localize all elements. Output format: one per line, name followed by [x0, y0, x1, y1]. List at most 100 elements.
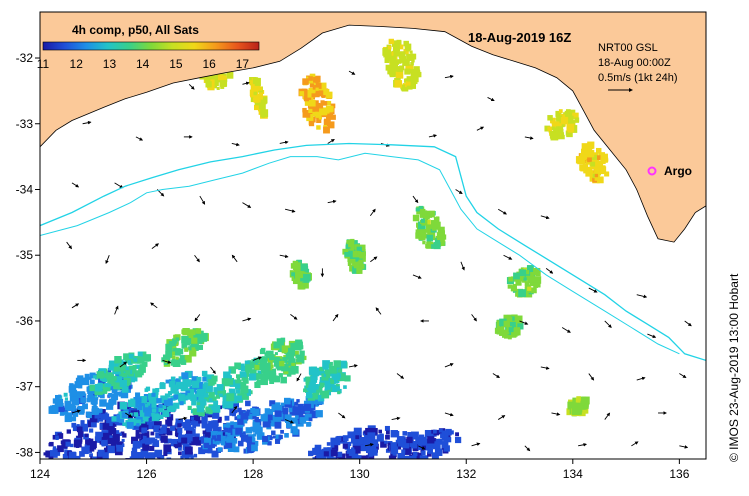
current-arrow	[418, 445, 426, 450]
sst-patch	[253, 337, 307, 384]
current-arrow	[444, 74, 454, 79]
x-tick-label: 124	[30, 467, 50, 481]
current-arrow	[503, 254, 513, 260]
credit-text: © IMOS 23-Aug-2019 13:00 Hobart	[727, 273, 741, 462]
current-arrow	[604, 320, 612, 328]
plot-area	[40, 12, 706, 459]
sst-patch	[506, 265, 542, 298]
x-tick-label: 134	[563, 467, 583, 481]
y-tick-label: -33	[16, 117, 34, 131]
current-scale-label: 0.5m/s (1kt 24h)	[598, 72, 677, 84]
current-arrow	[460, 261, 465, 271]
current-arrow	[369, 208, 376, 217]
y-tick-label: -37	[16, 380, 34, 394]
current-arrow	[679, 445, 689, 449]
current-arrow	[444, 412, 454, 417]
current-arrow	[125, 412, 133, 418]
y-tick-label: -36	[16, 314, 34, 328]
current-arrow	[279, 140, 289, 145]
x-tick-label: 130	[350, 467, 370, 481]
argo-icon	[647, 166, 657, 176]
current-arrow	[284, 208, 296, 213]
colorbar-tick-label: 14	[136, 57, 150, 71]
current-arrow	[242, 317, 252, 322]
current-arrow	[631, 441, 639, 447]
current-arrow	[135, 136, 144, 141]
x-axis: 124 126 128 130 132 134 136	[30, 459, 690, 481]
sst-patch	[566, 396, 590, 417]
y-tick-label: -35	[16, 248, 34, 262]
current-arrow	[455, 189, 463, 194]
current-arrow	[231, 142, 240, 147]
current-arrow	[327, 199, 337, 204]
current-arrow	[519, 320, 529, 325]
current-arrow	[188, 83, 195, 90]
current-arrow	[588, 373, 595, 381]
current-arrow	[524, 136, 534, 140]
current-arrow	[561, 327, 571, 333]
bathymetry-contour-main	[40, 142, 706, 362]
colorbar-ticks: 11 12 13 14 15 16 17	[37, 57, 250, 71]
current-arrow	[540, 366, 550, 370]
current-arrow	[242, 202, 252, 208]
current-arrows	[66, 70, 692, 452]
current-arrow	[82, 120, 92, 125]
current-arrow	[71, 182, 80, 188]
x-tick-label: 132	[456, 467, 476, 481]
sst-patch	[89, 351, 152, 396]
current-arrow	[348, 364, 358, 368]
current-arrow	[348, 70, 356, 75]
current-arrow	[194, 314, 201, 322]
colorbar	[42, 41, 260, 51]
current-arrow	[231, 254, 238, 263]
current-arrow	[114, 305, 119, 315]
plot-border	[39, 11, 707, 460]
colorbar-title: 4h comp, p50, All Sats	[72, 23, 199, 37]
current-arrow	[231, 405, 238, 414]
current-arrow	[332, 313, 339, 322]
current-arrow	[162, 359, 172, 364]
colorbar-tick-label: 16	[202, 57, 216, 71]
colorbar-tick-label: 13	[103, 57, 117, 71]
colorbar-tick-label: 12	[70, 57, 84, 71]
current-arrow	[199, 195, 206, 205]
colorbar-tick-label: 11	[37, 57, 50, 71]
current-arrow	[178, 416, 188, 421]
current-arrow	[119, 361, 128, 368]
y-tick-label: -34	[16, 182, 34, 196]
current-arrow	[290, 314, 298, 320]
current-arrow	[588, 287, 598, 293]
current-arrow	[284, 419, 294, 424]
y-tick-label: -38	[16, 445, 34, 459]
current-arrow	[370, 256, 378, 263]
current-arrow	[242, 81, 250, 86]
current-arrow	[71, 303, 80, 309]
current-arrow	[396, 373, 405, 379]
current-arrow	[105, 255, 110, 265]
current-arrow	[338, 412, 346, 419]
current-arrow	[252, 356, 262, 361]
current-arrow	[636, 376, 646, 381]
current-arrow	[545, 268, 554, 274]
sst-patch	[494, 314, 524, 340]
argo-float-marker	[647, 166, 657, 176]
current-arrow	[327, 138, 335, 144]
sst-patch	[412, 205, 447, 250]
current-arrow	[647, 333, 657, 338]
current-arrow	[679, 373, 687, 379]
sst-patch	[161, 328, 209, 367]
current-arrow	[364, 443, 374, 447]
current-arrow	[210, 366, 216, 375]
current-arrow	[375, 307, 382, 315]
land-mass	[40, 12, 706, 243]
argo-label: Argo	[664, 164, 692, 178]
map-title: 18-Aug-2019 16Z	[468, 30, 571, 45]
current-arrow	[279, 254, 289, 259]
current-arrow	[194, 254, 200, 263]
colorbar-tick-label: 15	[169, 57, 183, 71]
current-arrow	[497, 208, 507, 215]
current-arrow	[551, 412, 561, 416]
current-arrow	[471, 314, 477, 322]
current-time-label: 18-Aug 00:00Z	[598, 57, 671, 69]
